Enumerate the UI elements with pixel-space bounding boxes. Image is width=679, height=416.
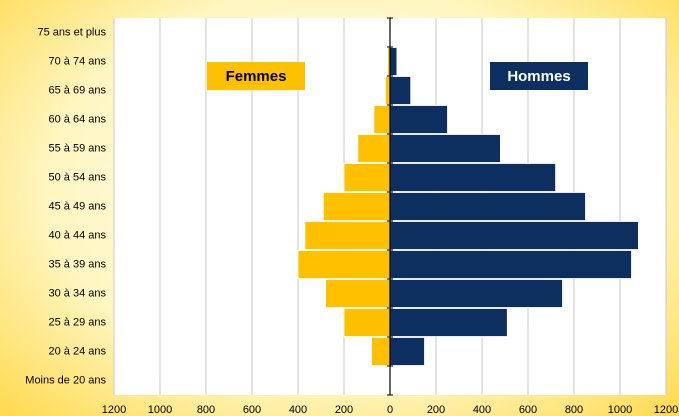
bar bbox=[322, 192, 391, 221]
legend-swatch bbox=[490, 62, 588, 90]
x-tick-label: 400 bbox=[289, 404, 307, 416]
x-tick-label: 0 bbox=[387, 404, 393, 416]
y-tick-label: 65 à 69 ans bbox=[49, 84, 107, 96]
bar bbox=[389, 105, 448, 134]
legend-label: Femmes bbox=[226, 68, 287, 85]
y-tick-label: 70 à 74 ans bbox=[49, 55, 107, 67]
bar bbox=[325, 279, 391, 308]
y-tick-label: 45 à 49 ans bbox=[49, 200, 107, 212]
bar bbox=[384, 76, 391, 105]
bar bbox=[357, 134, 391, 163]
bar bbox=[389, 192, 586, 221]
x-tick-label: 800 bbox=[197, 404, 215, 416]
x-tick-label: 600 bbox=[519, 404, 537, 416]
bar bbox=[389, 337, 425, 366]
legend-swatch bbox=[207, 62, 305, 90]
bar bbox=[389, 76, 412, 105]
bar bbox=[389, 47, 398, 76]
x-tick-label: 1200 bbox=[102, 404, 126, 416]
y-tick-label: 35 à 39 ans bbox=[49, 258, 107, 270]
bar bbox=[389, 134, 501, 163]
bar bbox=[389, 163, 557, 192]
y-tick-label: 20 à 24 ans bbox=[49, 345, 107, 357]
x-tick-label: 400 bbox=[473, 404, 491, 416]
bar bbox=[373, 105, 391, 134]
bar bbox=[389, 250, 632, 279]
legend-label: Hommes bbox=[507, 68, 570, 85]
x-tick-label: 1000 bbox=[608, 404, 632, 416]
bar bbox=[371, 337, 391, 366]
y-tick-label: 40 à 44 ans bbox=[49, 229, 107, 241]
x-tick-label: 200 bbox=[427, 404, 445, 416]
y-tick-label: 60 à 64 ans bbox=[49, 113, 107, 125]
y-tick-label: 50 à 54 ans bbox=[49, 171, 107, 183]
x-tick-label: 200 bbox=[335, 404, 353, 416]
bar bbox=[343, 308, 391, 337]
bar bbox=[343, 163, 391, 192]
bar bbox=[304, 221, 391, 250]
x-tick-label: 1200 bbox=[654, 404, 678, 416]
bar bbox=[297, 250, 391, 279]
x-tick-label: 600 bbox=[243, 404, 261, 416]
y-tick-label: 55 à 59 ans bbox=[49, 142, 107, 154]
bar bbox=[389, 221, 639, 250]
y-tick-label: 30 à 34 ans bbox=[49, 287, 107, 299]
bar bbox=[389, 308, 508, 337]
y-tick-label: Moins de 20 ans bbox=[25, 374, 106, 386]
x-tick-label: 800 bbox=[565, 404, 583, 416]
y-tick-label: 75 ans et plus bbox=[38, 26, 107, 38]
x-tick-label: 1000 bbox=[148, 404, 172, 416]
y-tick-label: 25 à 29 ans bbox=[49, 316, 107, 328]
bar bbox=[389, 279, 563, 308]
